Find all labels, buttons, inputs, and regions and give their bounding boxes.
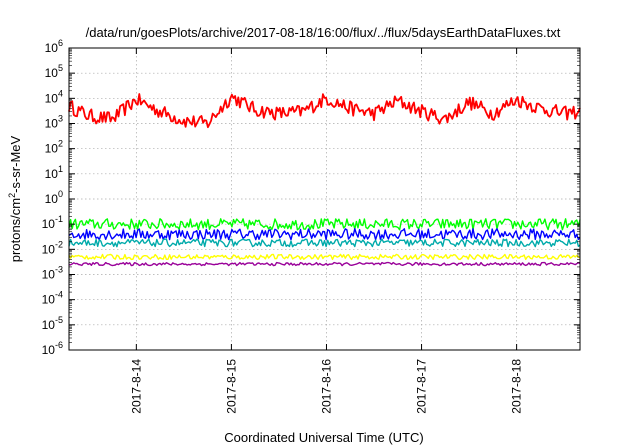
y-tick-label: 10-5 <box>42 315 63 332</box>
y-axis-label-base: protons/cm <box>8 198 23 262</box>
y-tick-label: 10-2 <box>42 239 63 256</box>
x-tick-label: 2017-8-17 <box>415 359 429 414</box>
series-line-2 <box>68 228 581 241</box>
y-axis-label: protons/cm2-s-sr-MeV <box>7 135 23 262</box>
y-tick-label: 10-1 <box>42 214 63 231</box>
series-line-5 <box>68 261 581 267</box>
y-tick-base: 10 <box>45 66 59 80</box>
series-line-3 <box>68 238 581 248</box>
y-tick-base: 10 <box>42 318 56 332</box>
y-tick-base: 10 <box>45 142 59 156</box>
y-axis-label-rest: -s-sr-MeV <box>8 135 23 192</box>
y-axis-ticks: 10-610-510-410-310-210-11001011021031041… <box>42 38 580 357</box>
y-tick-label: 10-4 <box>42 290 63 307</box>
y-tick-label: 100 <box>45 189 63 206</box>
y-tick-label: 104 <box>45 88 63 105</box>
y-tick-exponent: 3 <box>58 114 63 124</box>
y-tick-base: 10 <box>42 242 56 256</box>
x-axis-label: Coordinated Universal Time (UTC) <box>224 430 423 445</box>
y-tick-exponent: 2 <box>58 139 63 149</box>
y-tick-label: 106 <box>45 38 63 55</box>
y-tick-exponent: -5 <box>55 315 63 325</box>
y-tick-exponent: 0 <box>58 189 63 199</box>
x-tick-label: 2017-8-18 <box>510 359 524 414</box>
series-group <box>68 93 581 267</box>
y-tick-exponent: -4 <box>55 290 63 300</box>
y-tick-base: 10 <box>45 192 59 206</box>
x-axis-ticks: 2017-8-14 2017-8-15 2017-8-16 2017-8-17 2017… <box>129 48 524 414</box>
y-tick-base: 10 <box>42 293 56 307</box>
y-tick-label: 102 <box>45 139 63 156</box>
y-tick-base: 10 <box>45 167 59 181</box>
y-tick-exponent: -6 <box>55 340 63 350</box>
y-tick-exponent: 4 <box>58 88 63 98</box>
y-tick-exponent: 6 <box>58 38 63 48</box>
x-tick-label: 2017-8-15 <box>224 359 238 414</box>
y-tick-exponent: 5 <box>58 63 63 73</box>
y-tick-exponent: -1 <box>55 214 63 224</box>
y-tick-base: 10 <box>42 268 56 282</box>
chart-title: /data/run/goesPlots/archive/2017-08-18/1… <box>86 25 561 40</box>
gridlines <box>69 48 580 350</box>
y-tick-base: 10 <box>45 91 59 105</box>
y-tick-base: 10 <box>45 117 59 131</box>
x-tick-label: 2017-8-14 <box>129 359 143 414</box>
y-tick-exponent: -2 <box>55 239 63 249</box>
y-tick-exponent: -3 <box>55 265 63 275</box>
y-axis-label-sup: 2 <box>7 193 17 198</box>
y-tick-base: 10 <box>42 343 56 357</box>
y-tick-base: 10 <box>45 41 59 55</box>
y-tick-label: 10-3 <box>42 265 63 282</box>
y-tick-base: 10 <box>42 217 56 231</box>
series-line-1 <box>68 218 581 231</box>
x-tick-label: 2017-8-16 <box>319 359 333 414</box>
y-tick-label: 10-6 <box>42 340 63 357</box>
y-tick-label: 101 <box>45 164 63 181</box>
y-tick-label: 103 <box>45 114 63 131</box>
series-line-0 <box>68 93 581 129</box>
series-line-4 <box>68 253 581 261</box>
y-tick-exponent: 1 <box>58 164 63 174</box>
y-tick-label: 105 <box>45 63 63 80</box>
